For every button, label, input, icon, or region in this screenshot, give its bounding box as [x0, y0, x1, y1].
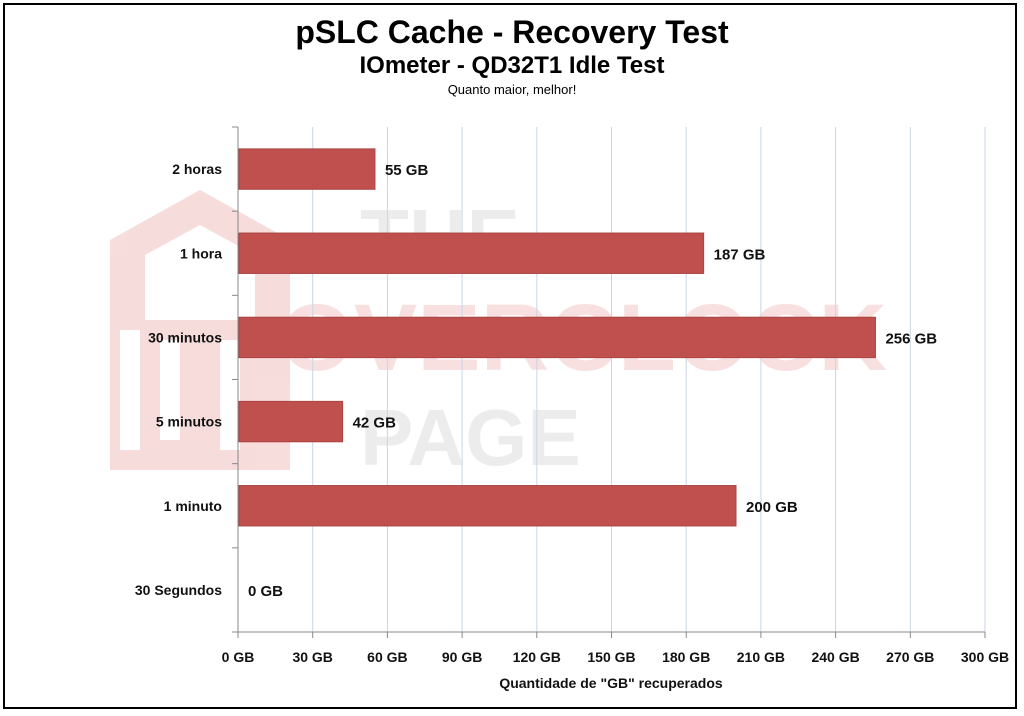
x-tick-label: 210 GB: [737, 649, 785, 665]
data-label: 55 GB: [385, 162, 429, 179]
bar: [238, 232, 705, 274]
data-label: 187 GB: [714, 246, 766, 263]
labels: 0 GB 30 GB 60 GB 90 GB 120 GB 150 GB 180 GB 210…: [135, 161, 1009, 665]
chart-title: pSLC Cache - Recovery Test: [295, 14, 729, 50]
x-tick-label: 240 GB: [811, 649, 859, 665]
data-label: 42 GB: [353, 415, 397, 432]
data-label: 200 GB: [746, 499, 798, 516]
category-label: 5 minutos: [156, 414, 222, 430]
category-label: 30 Segundos: [135, 582, 222, 598]
x-tick-label: 180 GB: [662, 649, 710, 665]
x-tick-label: 60 GB: [367, 649, 407, 665]
x-axis-label: Quantidade de "GB" recuperados: [499, 675, 723, 691]
category-label: 2 horas: [172, 161, 222, 177]
bar: [238, 400, 344, 443]
x-tick-label: 0 GB: [222, 649, 255, 665]
chart-subtitle: IOmeter - QD32T1 Idle Test: [359, 52, 665, 79]
x-tick-label: 30 GB: [292, 649, 332, 665]
x-tick-label: 300 GB: [961, 649, 1009, 665]
x-tick-label: 120 GB: [513, 649, 561, 665]
bar: [238, 316, 876, 359]
data-label: 256 GB: [885, 330, 937, 347]
bars: [238, 148, 876, 527]
bar: [238, 148, 376, 190]
category-label: 1 hora: [180, 245, 222, 261]
category-label: 30 minutos: [148, 329, 222, 345]
chart-note: Quanto maior, melhor!: [447, 82, 577, 97]
bar: [238, 485, 737, 527]
x-tick-label: 270 GB: [886, 649, 934, 665]
x-tick-label: 90 GB: [442, 649, 482, 665]
data-label: 0 GB: [248, 583, 283, 600]
axes: [232, 126, 986, 638]
x-tick-label: 150 GB: [587, 649, 635, 665]
grid-lines: [312, 127, 986, 632]
category-label: 1 minuto: [164, 498, 222, 514]
